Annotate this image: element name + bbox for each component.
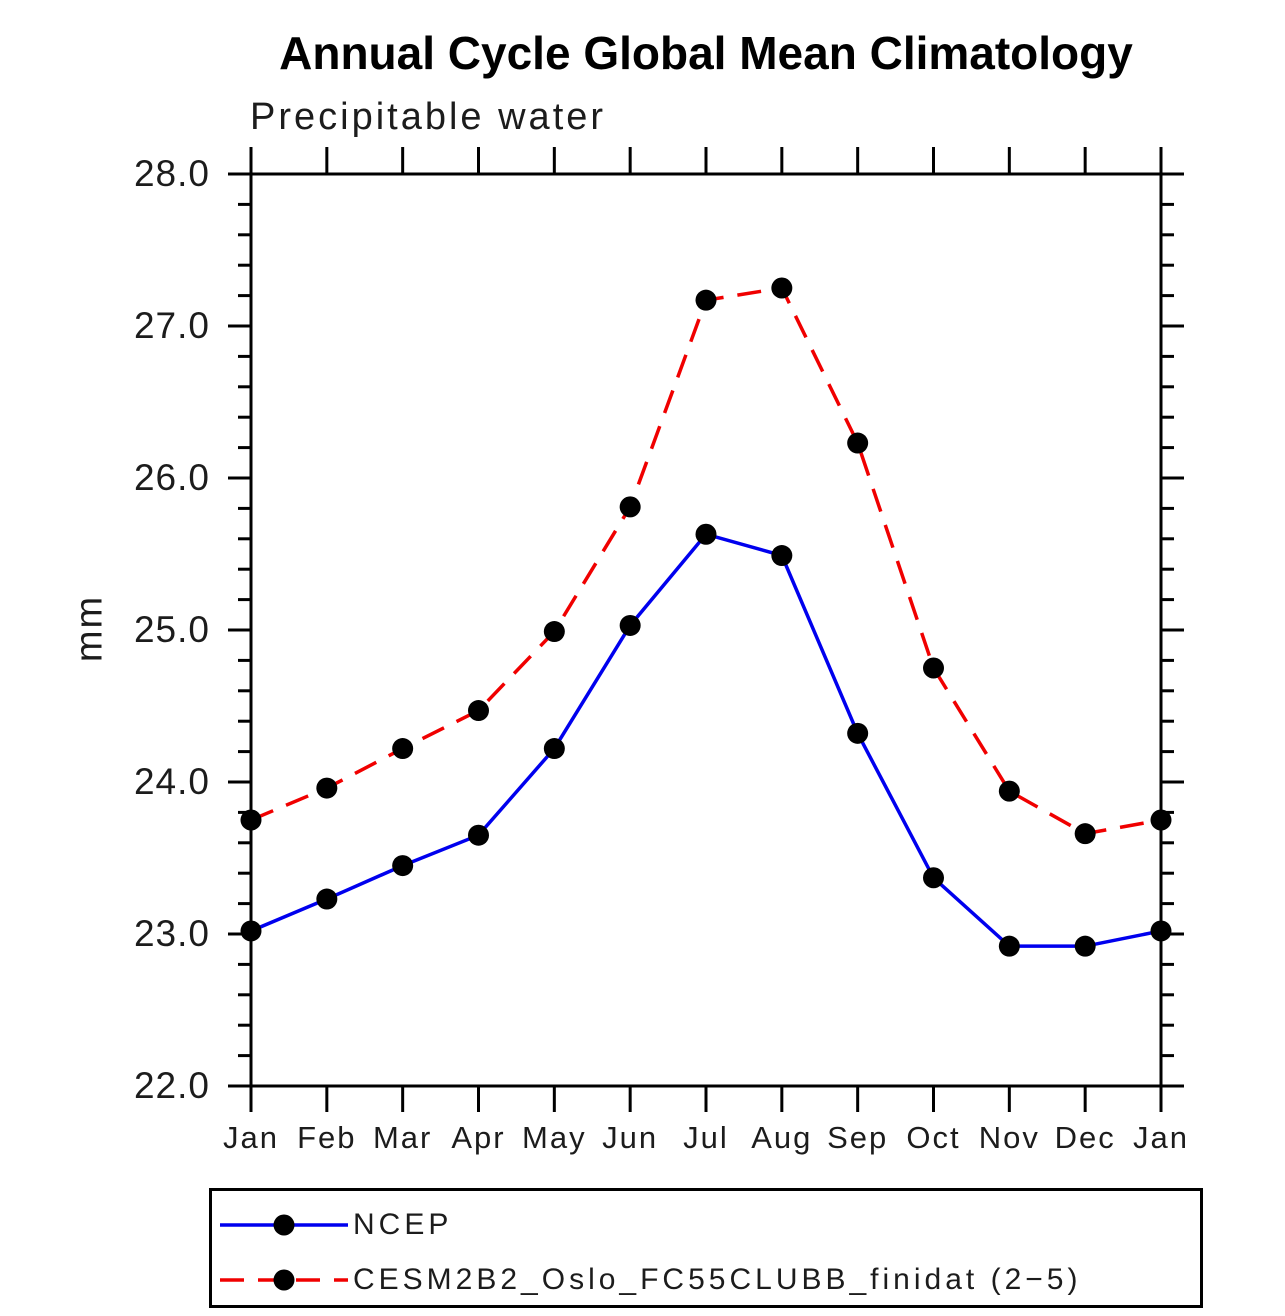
data-point-marker [847, 722, 869, 744]
data-point-marker [468, 700, 489, 722]
data-point-marker [923, 657, 944, 679]
x-tick-label: Aug [751, 1120, 813, 1155]
legend-label: NCEP [353, 1208, 453, 1241]
y-tick-label: 22.0 [133, 1065, 210, 1106]
data-point-marker [923, 867, 944, 889]
legend-item: CESM2B2_Oslo_FC55CLUBB_finidat (2−5) [218, 1255, 1081, 1305]
x-tick-label: May [522, 1120, 587, 1155]
data-point-marker-icon [273, 1214, 295, 1236]
plot-frame [249, 172, 1163, 1088]
x-tick-label: Dec [1054, 1120, 1116, 1155]
x-tick-label: Oct [906, 1120, 961, 1155]
y-tick-label: 28.0 [133, 153, 210, 194]
data-point-marker [695, 289, 717, 311]
data-point-marker [392, 738, 414, 760]
legend-box: NCEP CESM2B2_Oslo_FC55CLUBB_finidat (2−5) [209, 1188, 1203, 1308]
y-tick-label: 24.0 [133, 761, 210, 802]
data-point-marker [771, 277, 793, 299]
series-line-cesm2b2-oslo-fc55clubb-finidat-2-5- [250, 286, 1162, 836]
data-point-marker [543, 738, 565, 760]
data-point-marker [998, 935, 1020, 957]
data-point-marker [240, 920, 262, 942]
x-tick-label: Jan [223, 1120, 279, 1155]
x-tick-label: Nov [978, 1120, 1040, 1155]
chart-subtitle: Precipitable water [250, 96, 607, 138]
x-tick-label: Jan [1133, 1120, 1189, 1155]
data-point-marker [998, 780, 1020, 802]
data-point-marker [771, 545, 793, 567]
solid-line-sample-icon [220, 1214, 348, 1236]
legend-label: CESM2B2_Oslo_FC55CLUBB_finidat (2−5) [353, 1263, 1082, 1296]
x-tick-label: Feb [297, 1120, 357, 1155]
x-tick-label: Apr [451, 1120, 506, 1155]
data-point-marker [468, 824, 489, 846]
x-tick-label: Jul [683, 1120, 729, 1155]
data-point-marker [1074, 935, 1096, 957]
legend-item: NCEP [218, 1200, 452, 1250]
chart-title: Annual Cycle Global Mean Climatology [279, 27, 1133, 79]
x-tick-label: Sep [827, 1120, 889, 1155]
y-tick-label: 25.0 [133, 609, 210, 650]
data-point-marker [1150, 809, 1172, 831]
series-line-ncep [250, 532, 1162, 948]
x-tick-label: Jun [602, 1120, 659, 1155]
data-point-marker [1150, 920, 1172, 942]
y-tick-label: 26.0 [133, 457, 210, 498]
data-point-marker [240, 809, 262, 831]
x-tick-label: Mar [372, 1120, 433, 1155]
data-point-marker [543, 621, 565, 643]
data-point-marker [1074, 823, 1096, 845]
data-point-marker [316, 777, 338, 799]
y-tick-label: 23.0 [133, 913, 210, 954]
data-point-marker [316, 888, 338, 910]
data-point-marker [619, 614, 641, 636]
data-point-marker [695, 523, 717, 545]
data-point-marker [619, 496, 641, 518]
data-point-marker-icon [273, 1269, 295, 1291]
y-tick-label: 27.0 [133, 305, 210, 346]
data-point-marker [392, 855, 414, 877]
data-point-marker [847, 432, 869, 454]
dashed-line-sample-icon [220, 1269, 348, 1291]
